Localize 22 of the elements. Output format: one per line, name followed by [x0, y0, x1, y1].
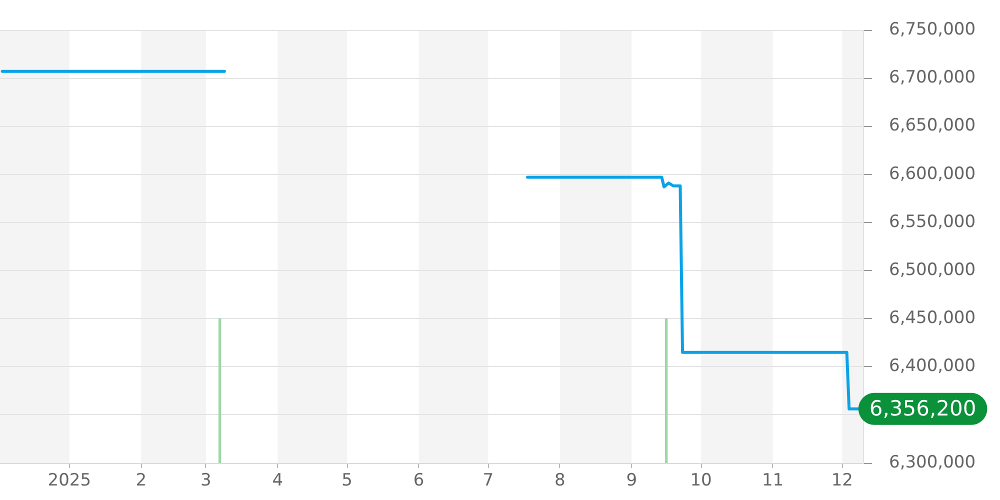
x-tick-label: 2 — [136, 470, 147, 491]
x-tick-label: 9 — [626, 470, 638, 491]
x-tick-label: 12 — [831, 470, 853, 491]
y-tick-label: 6,300,000 — [889, 452, 976, 472]
x-tick-label: 10 — [690, 470, 712, 491]
x-tick-label: 2025 — [48, 470, 92, 491]
x-tick-label: 3 — [200, 470, 212, 491]
y-tick-label: 6,650,000 — [889, 116, 976, 136]
y-tick-label: 6,450,000 — [889, 308, 976, 328]
y-tick-label: 6,500,000 — [889, 260, 976, 280]
x-tick-label: 4 — [272, 470, 284, 491]
y-tick-label: 6,400,000 — [889, 356, 976, 376]
x-tick-label: 6 — [413, 470, 424, 491]
y-tick-label: 6,700,000 — [889, 68, 976, 88]
y-tick-label: 6,550,000 — [889, 212, 976, 232]
x-tick-label: 7 — [482, 470, 494, 491]
x-tick-label: 5 — [342, 470, 352, 491]
x-tick-label: 11 — [762, 470, 784, 491]
annotation: 6,356,200 — [869, 396, 976, 420]
y-tick-label: 6,600,000 — [889, 164, 976, 184]
x-tick-label: 8 — [554, 470, 566, 491]
y-tick-label: 6,750,000 — [889, 19, 976, 40]
